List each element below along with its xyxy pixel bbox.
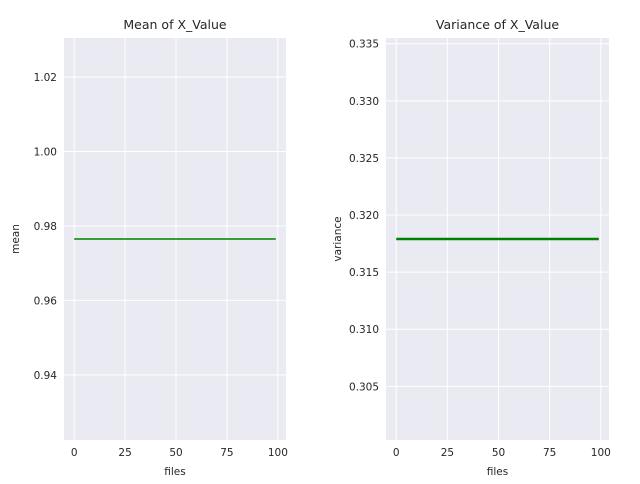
y-tick-label: 0.320 — [349, 210, 379, 222]
y-axis-label: variance — [332, 216, 344, 261]
chart-title: Mean of X_Value — [123, 17, 227, 32]
x-tick-label: 0 — [393, 447, 400, 459]
x-tick-label: 50 — [492, 447, 505, 459]
y-axis-label: mean — [10, 224, 22, 254]
x-tick-label: 100 — [268, 447, 288, 459]
y-tick-label: 0.96 — [34, 295, 58, 307]
y-tick-label: 1.02 — [34, 72, 57, 84]
y-tick-label: 0.335 — [349, 39, 379, 51]
y-tick-label: 0.98 — [34, 221, 57, 233]
y-tick-label: 0.325 — [349, 153, 379, 165]
x-tick-label: 25 — [118, 447, 131, 459]
x-tick-label: 75 — [220, 447, 233, 459]
y-tick-label: 1.00 — [34, 147, 57, 159]
x-axis-label: files — [487, 466, 508, 478]
y-tick-label: 0.94 — [34, 370, 58, 382]
x-tick-label: 50 — [169, 447, 182, 459]
y-tick-label: 0.330 — [349, 96, 379, 108]
x-tick-label: 100 — [591, 447, 611, 459]
x-axis-label: files — [164, 466, 185, 478]
x-tick-label: 0 — [71, 447, 78, 459]
y-tick-label: 0.315 — [349, 267, 379, 279]
chart-panel-1: 0 25 50 75 100 0.94 0.96 0.98 1.00 1.02 Mean of X_… — [10, 17, 288, 478]
x-tick-label: 75 — [543, 447, 556, 459]
y-tick-label: 0.310 — [349, 324, 379, 336]
chart-panel-2: 0 25 50 75 100 0.305 0.310 0.315 0.320 0.325 0.330… — [332, 17, 611, 478]
chart-title: Variance of X_Value — [436, 17, 559, 32]
x-tick-label: 25 — [441, 447, 454, 459]
y-tick-label: 0.305 — [349, 381, 379, 393]
